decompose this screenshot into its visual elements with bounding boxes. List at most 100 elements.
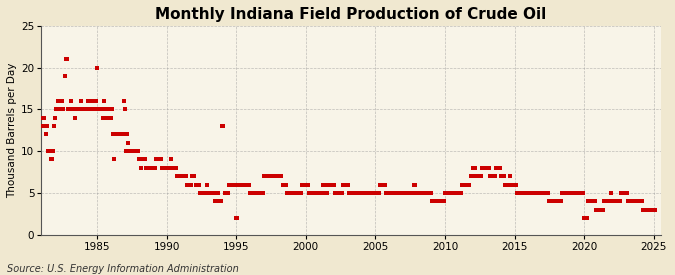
Point	[410, 191, 421, 195]
Point	[607, 199, 618, 204]
Point	[74, 107, 85, 112]
Point	[549, 199, 560, 204]
Point	[196, 191, 207, 195]
Point	[344, 191, 354, 195]
Point	[398, 191, 408, 195]
Point	[160, 166, 171, 170]
Point	[599, 199, 610, 204]
Point	[178, 174, 188, 178]
Point	[147, 166, 158, 170]
Point	[637, 199, 647, 204]
Point	[97, 116, 108, 120]
Point	[378, 182, 389, 187]
Point	[364, 191, 375, 195]
Point	[213, 199, 224, 204]
Point	[294, 191, 304, 195]
Point	[348, 191, 358, 195]
Point	[218, 124, 229, 128]
Point	[362, 191, 373, 195]
Point	[385, 191, 396, 195]
Point	[435, 199, 446, 204]
Point	[200, 191, 211, 195]
Point	[176, 174, 187, 178]
Point	[278, 182, 289, 187]
Point	[496, 174, 507, 178]
Point	[491, 166, 502, 170]
Point	[605, 191, 616, 195]
Point	[338, 182, 348, 187]
Point	[123, 141, 134, 145]
Point	[446, 191, 456, 195]
Point	[76, 107, 87, 112]
Point	[425, 191, 435, 195]
Point	[276, 174, 287, 178]
Point	[595, 207, 606, 212]
Point	[447, 191, 458, 195]
Point	[617, 191, 628, 195]
Point	[630, 199, 641, 204]
Point	[253, 191, 264, 195]
Point	[102, 116, 113, 120]
Point	[399, 191, 410, 195]
Point	[190, 182, 201, 187]
Point	[128, 149, 138, 153]
Point	[375, 182, 385, 187]
Point	[379, 182, 390, 187]
Point	[609, 199, 620, 204]
Point	[300, 182, 311, 187]
Point	[350, 191, 361, 195]
Point	[552, 199, 563, 204]
Point	[290, 191, 301, 195]
Point	[142, 166, 153, 170]
Point	[507, 182, 518, 187]
Point	[462, 182, 472, 187]
Point	[126, 149, 136, 153]
Point	[620, 191, 630, 195]
Point	[358, 191, 369, 195]
Point	[467, 166, 478, 170]
Point	[448, 191, 458, 195]
Point	[47, 157, 57, 162]
Point	[328, 182, 339, 187]
Point	[265, 174, 276, 178]
Point	[184, 182, 195, 187]
Point	[129, 149, 140, 153]
Point	[492, 166, 503, 170]
Point	[289, 191, 300, 195]
Point	[148, 166, 159, 170]
Point	[223, 191, 234, 195]
Point	[105, 116, 115, 120]
Point	[394, 191, 405, 195]
Point	[578, 216, 589, 220]
Point	[554, 199, 564, 204]
Point	[436, 199, 447, 204]
Point	[451, 191, 462, 195]
Point	[245, 191, 256, 195]
Point	[430, 199, 441, 204]
Point	[562, 191, 573, 195]
Point	[639, 207, 650, 212]
Point	[60, 57, 71, 62]
Point	[464, 182, 475, 187]
Point	[376, 182, 387, 187]
Point	[240, 182, 251, 187]
Point	[71, 107, 82, 112]
Point	[470, 166, 481, 170]
Point	[551, 199, 562, 204]
Point	[52, 99, 63, 103]
Point	[279, 182, 290, 187]
Point	[225, 182, 236, 187]
Point	[139, 157, 150, 162]
Point	[186, 182, 196, 187]
Point	[340, 182, 350, 187]
Point	[368, 191, 379, 195]
Point	[610, 199, 621, 204]
Point	[171, 174, 182, 178]
Point	[431, 199, 442, 204]
Point	[179, 174, 190, 178]
Point	[456, 191, 466, 195]
Point	[207, 191, 217, 195]
Point	[593, 207, 603, 212]
Point	[354, 191, 364, 195]
Point	[73, 107, 84, 112]
